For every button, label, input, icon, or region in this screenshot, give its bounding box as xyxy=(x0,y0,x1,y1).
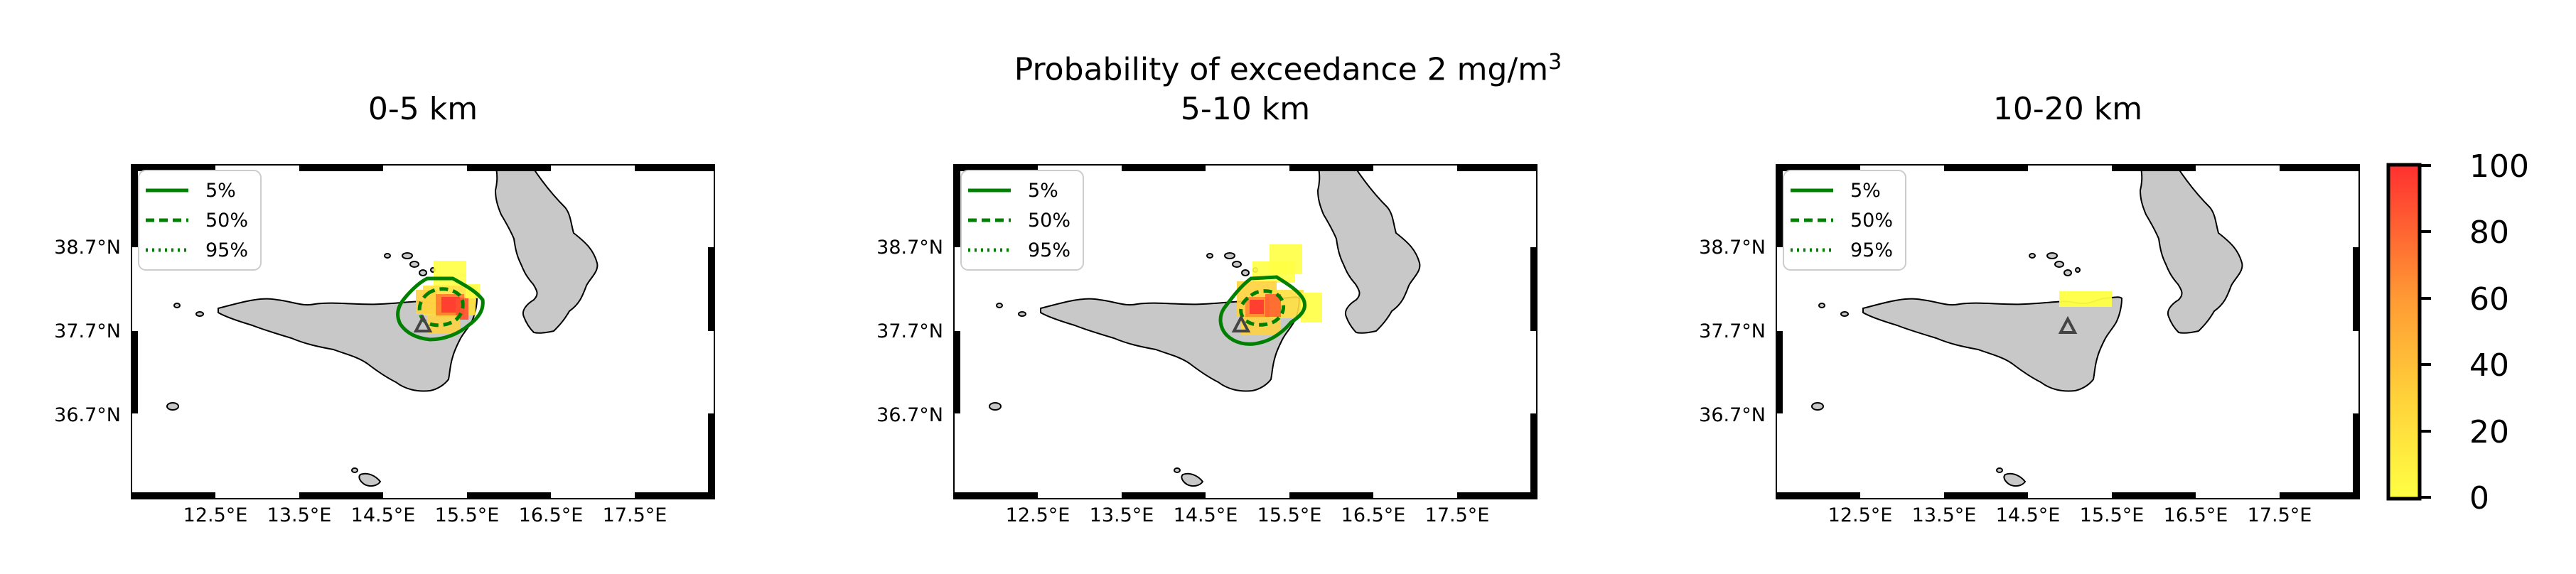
lon-tick-labels-panel-1: 12.5°E 13.5°E 14.5°E 15.5°E 16.5°E 17.5°… xyxy=(183,504,667,526)
lat-tick-labels-panel-3: 38.7°N 37.7°N 36.7°N xyxy=(1699,237,1766,426)
colorbar-tick-0: 0 xyxy=(2469,480,2489,516)
legend-label-5pct: 5% xyxy=(1028,180,1058,202)
lon-tick: 15.5°E xyxy=(2080,504,2145,526)
lon-tick: 15.5°E xyxy=(1257,504,1322,526)
legend-panel-1: 5% 50% 95% xyxy=(146,180,248,261)
contour-50pct xyxy=(1239,289,1285,327)
legend-label-50pct: 50% xyxy=(205,210,248,232)
contour-5pct xyxy=(1218,275,1306,346)
lat-tick-labels-panel-1: 38.7°N 37.7°N 36.7°N xyxy=(54,237,121,426)
lon-tick-labels-panel-3: 12.5°E 13.5°E 14.5°E 15.5°E 16.5°E 17.5°… xyxy=(1828,504,2312,526)
lat-tick: 36.7°N xyxy=(1699,404,1766,426)
figure-title: Probability of exceedance 2 mg/m3 xyxy=(1014,50,1562,88)
lon-tick: 16.5°E xyxy=(2164,504,2228,526)
map-panel-0-5km xyxy=(131,164,715,499)
legend-panel-2: 5% 50% 95% xyxy=(968,180,1070,261)
colorbar-tick-80: 80 xyxy=(2469,215,2509,251)
panel-title-5-10km: 5-10 km xyxy=(1180,91,1311,127)
lon-tick: 13.5°E xyxy=(267,504,332,526)
lon-tick: 15.5°E xyxy=(435,504,500,526)
lon-tick: 17.5°E xyxy=(2248,504,2312,526)
legend-label-5pct: 5% xyxy=(1850,180,1881,202)
legend-label-50pct: 50% xyxy=(1850,210,1893,232)
lon-tick: 12.5°E xyxy=(1828,504,1893,526)
lon-tick: 13.5°E xyxy=(1912,504,1977,526)
lat-tick: 37.7°N xyxy=(1699,320,1766,342)
lat-tick: 37.7°N xyxy=(876,320,943,342)
panel-title-10-20km: 10-20 km xyxy=(1992,91,2143,127)
lat-tick: 38.7°N xyxy=(1699,237,1766,259)
lat-tick-labels-panel-2: 38.7°N 37.7°N 36.7°N xyxy=(876,237,943,426)
lon-tick: 14.5°E xyxy=(351,504,416,526)
lon-tick: 17.5°E xyxy=(603,504,667,526)
legend-label-5pct: 5% xyxy=(205,180,236,202)
colorbar-tick-20: 20 xyxy=(2469,414,2509,450)
lat-tick: 38.7°N xyxy=(876,237,943,259)
panel-title-0-5km: 0-5 km xyxy=(367,91,478,127)
lat-tick: 37.7°N xyxy=(54,320,121,342)
lat-tick: 36.7°N xyxy=(54,404,121,426)
legend-label-95pct: 95% xyxy=(205,239,248,261)
lon-tick: 12.5°E xyxy=(1006,504,1070,526)
colorbar-tick-100: 100 xyxy=(2469,148,2529,185)
lon-tick: 14.5°E xyxy=(1174,504,1238,526)
map-panel-10-20km xyxy=(1776,164,2360,499)
lon-tick: 12.5°E xyxy=(183,504,248,526)
lon-tick: 14.5°E xyxy=(1996,504,2061,526)
colorbar-tick-60: 60 xyxy=(2469,281,2509,318)
lat-tick: 38.7°N xyxy=(54,237,121,259)
lon-tick-labels-panel-2: 12.5°E 13.5°E 14.5°E 15.5°E 16.5°E 17.5°… xyxy=(1006,504,1490,526)
lon-tick: 17.5°E xyxy=(1425,504,1490,526)
map-panel-5-10km xyxy=(953,164,1537,499)
legend-panel-3: 5% 50% 95% xyxy=(1791,180,1893,261)
legend-label-50pct: 50% xyxy=(1028,210,1070,232)
colorbar-tick-40: 40 xyxy=(2469,347,2509,384)
legend-label-95pct: 95% xyxy=(1028,239,1070,261)
lon-tick: 16.5°E xyxy=(1341,504,1406,526)
lon-tick: 13.5°E xyxy=(1090,504,1154,526)
probability-cells xyxy=(2059,291,2112,307)
colorbar: 0 20 40 60 80 100 xyxy=(2386,148,2529,516)
contour-5pct xyxy=(396,276,485,342)
lon-tick: 16.5°E xyxy=(519,504,584,526)
legend-label-95pct: 95% xyxy=(1850,239,1893,261)
lat-tick: 36.7°N xyxy=(876,404,943,426)
